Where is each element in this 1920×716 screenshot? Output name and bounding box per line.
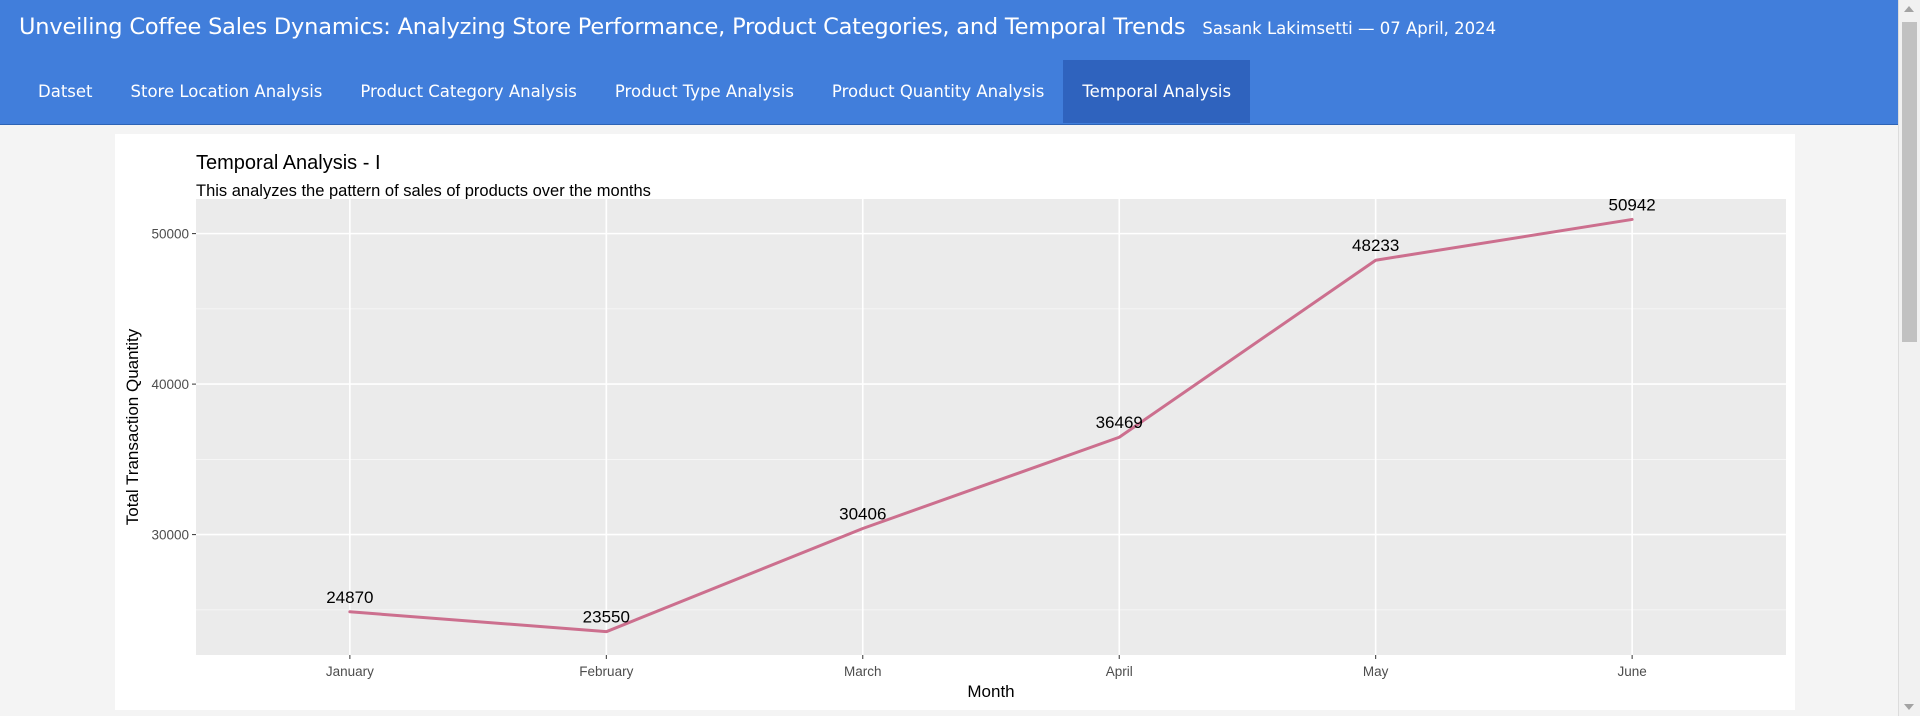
brand-row: Unveiling Coffee Sales Dynamics: Analyzi… [19,14,1496,46]
series-line [348,217,1634,634]
y-tick-label-2: 50000 [151,227,189,242]
line-chart: Temporal Analysis - I This analyzes the p… [123,152,1786,701]
y-tick-label-0: 30000 [151,528,189,543]
data-label-june: 50942 [1608,195,1655,214]
data-label-february: 23550 [583,608,630,627]
page-scrollbar[interactable] [1898,0,1920,716]
tab-temporal-analysis[interactable]: Temporal Analysis [1063,60,1251,123]
tab-product-type-analysis[interactable]: Product Type Analysis [614,82,794,101]
y-tick-label-1: 40000 [151,377,189,392]
data-label-january: 24870 [326,588,373,607]
tab-datset[interactable]: Datset [38,82,93,101]
chart-subtitle: This analyzes the pattern of sales of pr… [196,182,651,200]
tab-product-category-analysis[interactable]: Product Category Analysis [360,82,577,101]
x-tick-label-2: March [844,664,882,679]
x-axis-title: Month [967,682,1014,701]
x-tick-label-4: May [1363,664,1389,679]
tab-product-quantity-analysis[interactable]: Product Quantity Analysis [831,82,1045,101]
plot-background [196,199,1786,655]
data-label-march: 30406 [839,504,886,523]
x-tick-label-5: June [1617,664,1646,679]
scroll-thumb[interactable] [1902,22,1917,342]
dashboard-title: Unveiling Coffee Sales Dynamics: Analyzi… [19,14,1186,40]
chart-panel: Temporal Analysis - I This analyzes the p… [115,134,1795,710]
data-label-april: 36469 [1096,413,1143,432]
tab-bar: Datset Store Location Analysis Product C… [19,60,1251,123]
x-tick-label-0: January [326,664,374,679]
y-axis-title: Total Transaction Quantity [123,328,142,525]
scroll-down-arrow-icon[interactable] [1904,704,1914,710]
navbar: Unveiling Coffee Sales Dynamics: Analyzi… [0,0,1898,125]
scroll-up-arrow-icon[interactable] [1904,6,1914,12]
x-tick-label-3: April [1106,664,1133,679]
data-label-may: 48233 [1352,236,1399,255]
x-tick-label-1: February [579,664,633,679]
author-date: Sasank Lakimsetti — 07 April, 2024 [1202,19,1497,38]
chart-title: Temporal Analysis - I [196,152,381,174]
tab-store-location-analysis[interactable]: Store Location Analysis [130,82,323,101]
